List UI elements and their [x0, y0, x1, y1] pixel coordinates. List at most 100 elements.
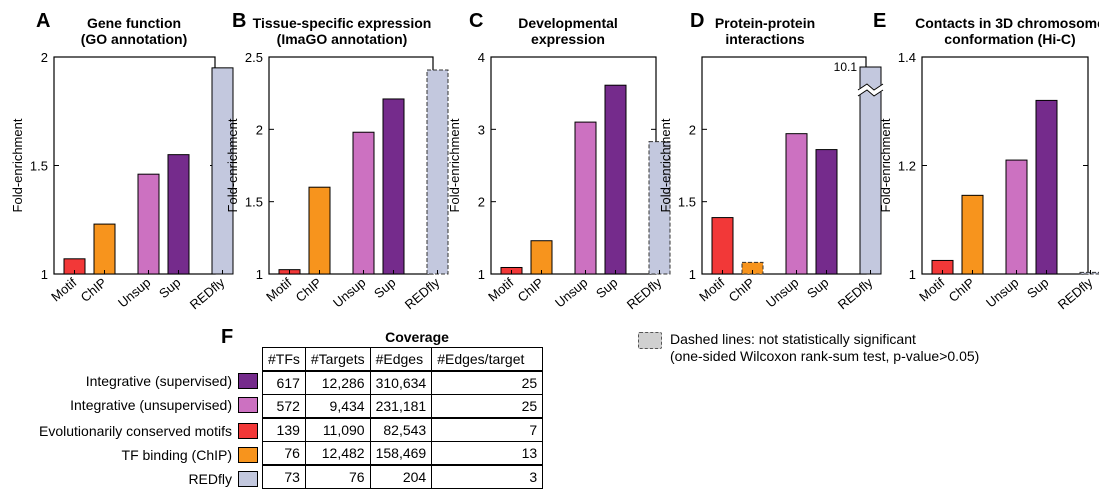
x-tick-label: Sup [156, 275, 183, 301]
y-axis-label: Fold-enrichment [878, 118, 893, 212]
y-tick-label: 2 [689, 122, 696, 137]
bar-sup [167, 154, 190, 275]
significance-legend: Dashed lines: not statistically signific… [638, 331, 979, 365]
y-axis-label: Fold-enrichment [447, 118, 462, 212]
chart-title-line: Tissue-specific expression [253, 15, 432, 31]
bar-chip [308, 186, 331, 275]
y-tick-label: 1 [478, 267, 485, 282]
y-tick-label: 4 [478, 50, 485, 65]
row-label-supervised: Integrative (supervised) [86, 370, 258, 392]
y-tick-label: 1 [909, 267, 916, 282]
x-tick-label: Sup [593, 275, 620, 301]
bar-chip [93, 223, 116, 275]
bar-unsup [137, 173, 160, 275]
row-label-redfly: REDfly [188, 468, 258, 490]
panel-label-e: E [873, 10, 886, 32]
x-tick-label: ChIP [726, 275, 758, 305]
chart-title-line: expression [531, 31, 605, 47]
table-row: 572 9,434 231,181 25 [262, 394, 544, 419]
x-tick-label: REDfly [1055, 274, 1096, 312]
x-tick-label: REDfly [624, 274, 665, 312]
x-tick-label: REDfly [187, 274, 228, 312]
col-header-tfs: #TFs [262, 347, 306, 372]
x-tick-label: ChIP [946, 275, 978, 305]
y-tick-label: 1.4 [898, 50, 916, 65]
x-tick-label: Sup [804, 275, 831, 301]
x-tick-label: Sup [1024, 275, 1051, 301]
bar-motif [711, 217, 734, 275]
y-tick-label: 1.5 [678, 195, 696, 210]
y-tick-label: 1.2 [898, 159, 916, 174]
dashed-swatch [638, 332, 662, 349]
y-tick-label: 1 [689, 267, 696, 282]
x-tick-label: Motif [696, 275, 728, 305]
chart-title-line: Contacts in 3D chromosome [915, 15, 1099, 31]
chart-title-line: interactions [725, 31, 805, 47]
bar-value-label: 10.1 [834, 60, 858, 74]
legend-line-1: Dashed lines: not statistically signific… [670, 331, 916, 347]
y-tick-label: 2.5 [245, 50, 263, 65]
x-tick-label: Motif [263, 275, 295, 305]
chart-title-line: Gene function [87, 15, 181, 31]
coverage-table: #TFs #Targets #Edges #Edges/target 617 1… [262, 347, 544, 489]
chart-title-line: conformation (Hi-C) [944, 31, 1075, 47]
x-tick-label: Unsup [983, 275, 1021, 311]
table-row: 76 12,482 158,469 13 [262, 441, 544, 466]
legend-line-2: (one-sided Wilcoxon rank-sum test, p-val… [670, 348, 980, 364]
bar-redfly [1079, 271, 1099, 275]
x-tick-label: Unsup [330, 275, 368, 311]
plot-frame [490, 56, 657, 275]
panel-label-f: F [221, 326, 234, 348]
swatch-chip [238, 447, 258, 463]
panel-label-c: C [469, 10, 483, 32]
plot-frame [268, 56, 434, 275]
chart-title-line: (ImaGO annotation) [277, 31, 408, 47]
col-header-edges-per-target: #Edges/target [431, 347, 544, 372]
x-tick-label: ChIP [78, 275, 110, 305]
x-tick-label: Unsup [763, 275, 801, 311]
table-row: 139 11,090 82,543 7 [262, 417, 544, 442]
y-tick-label: 1 [41, 267, 48, 282]
table-row: 617 12,286 310,634 25 [262, 370, 544, 395]
panel-a: A Gene function(GO annotation) 1 1.5 2 Fold-e… [10, 10, 234, 312]
row-label-unsupervised: Integrative (unsupervised) [70, 394, 258, 416]
y-axis-label: Fold-enrichment [225, 118, 240, 212]
x-tick-label: Motif [916, 275, 948, 305]
bar-sup [604, 84, 627, 275]
bar-unsup [352, 131, 375, 275]
y-axis-label: Fold-enrichment [658, 118, 673, 212]
bar-unsup [785, 133, 808, 275]
y-tick-label: 2 [41, 50, 48, 65]
panel-label-a: A [36, 10, 50, 32]
y-tick-label: 2 [478, 195, 485, 210]
y-tick-label: 1 [256, 267, 263, 282]
y-axis-label: Fold-enrichment [10, 118, 25, 212]
axis-break-line-top [857, 83, 884, 91]
row-label-motifs: Evolutionarily conserved motifs [39, 420, 258, 442]
x-tick-label: Unsup [115, 275, 153, 311]
x-tick-label: ChIP [515, 275, 547, 305]
bar-sup [382, 98, 405, 275]
axis-break-gap [856, 83, 885, 97]
y-tick-label: 3 [478, 122, 485, 137]
swatch-motifs [238, 423, 258, 439]
bar-unsup [574, 121, 597, 275]
y-tick-label: 2 [256, 122, 263, 137]
swatch-redfly [238, 471, 258, 487]
y-tick-label: 1.5 [245, 195, 263, 210]
bar-sup [815, 149, 838, 275]
plot-frame [53, 56, 216, 275]
chart-title-line: Protein-protein [715, 15, 815, 31]
bar-unsup [1005, 159, 1028, 275]
table-row: 73 76 204 3 [262, 464, 544, 489]
y-tick-label: 1.5 [30, 159, 48, 174]
panel-b: B Tissue-specific expression(ImaGO annota… [225, 10, 449, 312]
x-tick-label: Motif [485, 275, 517, 305]
panel-label-d: D [690, 10, 704, 32]
x-tick-label: REDfly [835, 274, 876, 312]
x-tick-label: Unsup [552, 275, 590, 311]
